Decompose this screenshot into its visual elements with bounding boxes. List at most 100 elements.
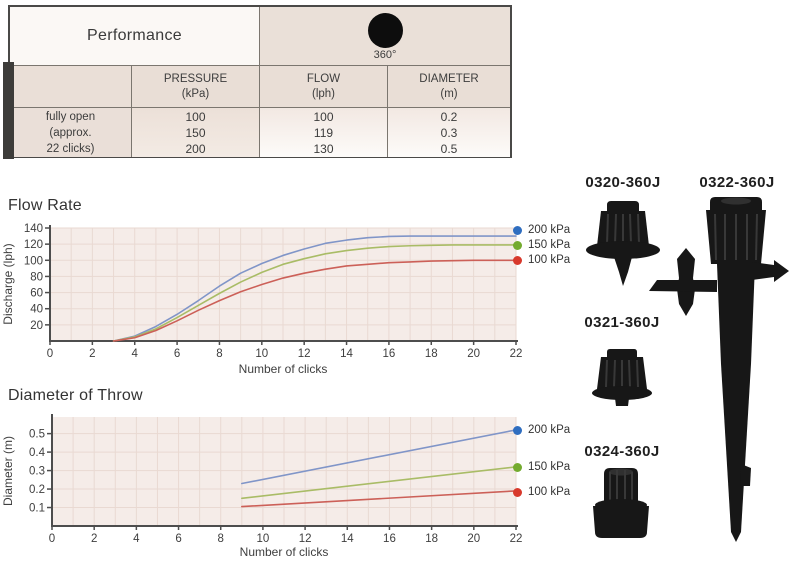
flow-legend-item-100kpa: 100 kPa: [513, 253, 570, 267]
svg-text:0.1: 0.1: [29, 503, 45, 515]
flow-rate-chart: 0 2 4 6 8 10 12 14 16 18 20 22 20 40 60 80 100 120 140 Numb…: [1, 223, 523, 376]
product-code-0322-360j: 0322-360J: [699, 174, 775, 191]
legend-dot-blue-icon: [513, 225, 522, 235]
product-image-dripper-0320-360j: [586, 201, 660, 286]
flow-legend-item-200kpa: 200 kPa: [513, 223, 570, 237]
flow-header-unit: (lph): [311, 87, 335, 100]
svg-text:10: 10: [255, 348, 268, 360]
product-image-stake-assembly-0322-360j: [649, 197, 789, 542]
flow-value-3: 130: [313, 142, 334, 156]
diameter-value-1: 0.2: [440, 110, 458, 124]
diameter-value-2: 0.3: [440, 126, 458, 140]
diameter-legend-item-200kpa: 200 kPa: [513, 423, 570, 437]
flow-value-2: 119: [313, 126, 334, 140]
svg-text:120: 120: [24, 239, 43, 251]
flow-legend-item-150kpa: 150 kPa: [513, 238, 570, 252]
svg-text:6: 6: [175, 533, 181, 545]
svg-text:8: 8: [218, 533, 224, 545]
svg-text:4: 4: [133, 533, 140, 545]
pressure-header-label: PRESSURE: [163, 72, 228, 85]
flow-header-label: FLOW: [306, 72, 341, 85]
legend-dot-blue-icon: [513, 425, 522, 435]
row-label-cell: fully open (approx. 22 clicks): [10, 108, 132, 157]
svg-text:60: 60: [30, 288, 43, 300]
product-code-0321-360j: 0321-360J: [584, 314, 660, 331]
product-image-dripper-0324-360j: [593, 468, 649, 538]
svg-text:0.3: 0.3: [29, 466, 45, 478]
diameter-legend-item-150kpa: 150 kPa: [513, 460, 570, 474]
diameter-value-3: 0.5: [440, 142, 458, 156]
table-corner-cell: [10, 66, 132, 107]
spray-pattern-cell: 360°: [260, 7, 510, 65]
legend-dot-green-icon: [513, 462, 522, 472]
pressure-header-unit: (kPa): [181, 87, 210, 100]
svg-text:Number of clicks: Number of clicks: [240, 545, 329, 559]
svg-text:0: 0: [49, 533, 55, 545]
product-code-0324-360j: 0324-360J: [584, 443, 660, 460]
svg-text:18: 18: [425, 533, 438, 545]
row-label-line2: (approx.: [49, 127, 92, 139]
diameter-legend-label-150: 150 kPa: [528, 461, 571, 473]
flow-rate-chart-title: Flow Rate: [8, 197, 82, 214]
pressure-header-cell: PRESSURE (kPa): [132, 66, 260, 107]
diameter-legend-item-100kpa: 100 kPa: [513, 485, 570, 499]
legend-dot-red-icon: [513, 487, 522, 497]
svg-text:12: 12: [298, 348, 311, 360]
svg-text:14: 14: [340, 348, 353, 360]
pressure-value-3: 200: [185, 142, 206, 156]
svg-text:16: 16: [383, 348, 396, 360]
svg-text:40: 40: [30, 304, 43, 316]
table-title-row: Performance 360°: [10, 7, 510, 66]
flow-legend-label-150: 150 kPa: [528, 239, 571, 251]
product-code-0320-360j: 0320-360J: [585, 174, 661, 191]
svg-text:100: 100: [24, 255, 43, 267]
svg-text:0.2: 0.2: [29, 484, 45, 496]
flow-value-1: 100: [313, 110, 334, 124]
diameter-header-unit: (m): [440, 87, 458, 100]
diameter-header-label: DIAMETER: [419, 72, 479, 85]
flow-legend-label-200: 200 kPa: [528, 224, 571, 236]
diameter-values-cell: 0.2 0.3 0.5: [388, 108, 510, 157]
full-circle-pattern-icon: [367, 13, 403, 48]
legend-dot-green-icon: [513, 240, 522, 250]
svg-text:Diameter (m): Diameter (m): [1, 436, 15, 506]
performance-table: Performance 360° PRESSURE (kPa) FLOW (lp…: [8, 5, 512, 158]
diameter-legend-label-100: 100 kPa: [528, 486, 571, 498]
pressure-value-2: 150: [185, 126, 206, 140]
svg-text:Number of clicks: Number of clicks: [239, 362, 328, 376]
svg-text:8: 8: [216, 348, 222, 360]
diameter-of-throw-chart: 0 2 4 6 8 10 12 14 16 18 20 22 0.1 0.2 0.3 0.4 0.5 Number…: [1, 414, 523, 559]
diameter-chart-title: Diameter of Throw: [8, 387, 143, 404]
pressure-values-cell: 100 150 200: [132, 108, 260, 157]
svg-text:12: 12: [299, 533, 312, 545]
svg-text:20: 20: [467, 348, 480, 360]
svg-text:22: 22: [510, 348, 523, 360]
pattern-angle-label: 360°: [373, 49, 397, 61]
svg-text:10: 10: [257, 533, 270, 545]
svg-text:2: 2: [89, 348, 95, 360]
legend-dot-red-icon: [513, 255, 522, 265]
svg-text:14: 14: [341, 533, 354, 545]
svg-text:22: 22: [510, 533, 523, 545]
table-header-row: PRESSURE (kPa) FLOW (lph) DIAMETER (m): [10, 66, 510, 108]
table-side-accent-bar: [3, 62, 14, 159]
svg-text:0.5: 0.5: [29, 429, 45, 441]
product-image-dripper-0321-360j: [592, 349, 652, 406]
svg-text:0: 0: [47, 348, 53, 360]
flow-legend-label-100: 100 kPa: [528, 254, 571, 266]
svg-text:6: 6: [174, 348, 180, 360]
flow-header-cell: FLOW (lph): [260, 66, 388, 107]
row-label-line1: fully open: [45, 111, 96, 123]
svg-text:Discharge (lph): Discharge (lph): [1, 243, 15, 324]
svg-text:16: 16: [383, 533, 396, 545]
svg-text:4: 4: [132, 348, 139, 360]
row-label-line3: 22 clicks): [46, 143, 95, 155]
flow-values-cell: 100 119 130: [260, 108, 388, 157]
table-title: Performance: [10, 7, 260, 65]
svg-text:2: 2: [91, 533, 97, 545]
svg-text:80: 80: [30, 271, 43, 283]
svg-text:140: 140: [24, 223, 43, 235]
svg-text:0.4: 0.4: [29, 447, 46, 459]
table-data-row: fully open (approx. 22 clicks) 100 150 2…: [10, 108, 510, 157]
